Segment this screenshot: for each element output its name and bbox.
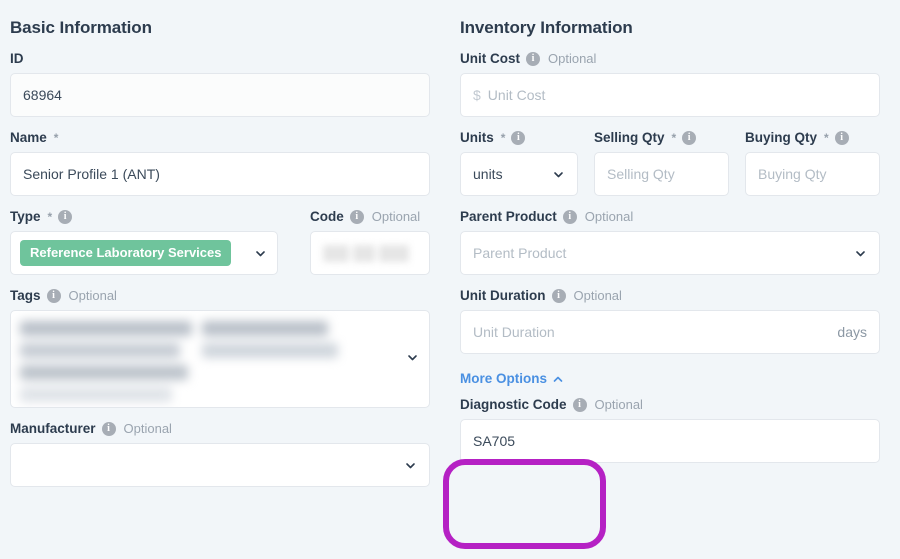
- label-selling-qty: Selling Qty * i: [594, 130, 729, 146]
- label-code-text: Code: [310, 209, 344, 224]
- buying-qty-placeholder: Buying Qty: [758, 166, 827, 182]
- redacted-content: [20, 319, 406, 402]
- field-id: ID 68964: [10, 51, 430, 117]
- info-icon[interactable]: i: [572, 398, 587, 412]
- field-unit-duration: Unit Duration i Optional Unit Duration d…: [460, 288, 880, 354]
- inventory-information-column: Inventory Information Unit Cost i Option…: [460, 18, 880, 559]
- optional-badge: Optional: [123, 421, 172, 436]
- buying-qty-input[interactable]: Buying Qty: [745, 152, 880, 196]
- unit-duration-suffix: days: [837, 324, 867, 340]
- id-value: 68964: [23, 87, 62, 103]
- code-input[interactable]: [310, 231, 430, 275]
- label-selling-qty-text: Selling Qty: [594, 130, 665, 145]
- redacted-content: [323, 244, 409, 262]
- info-icon[interactable]: i: [349, 210, 364, 224]
- section-title-inventory: Inventory Information: [460, 18, 633, 37]
- type-select[interactable]: Reference Laboratory Services: [10, 231, 278, 275]
- chevron-up-icon: [552, 373, 564, 385]
- label-unit-cost-text: Unit Cost: [460, 51, 520, 66]
- currency-prefix: $: [473, 87, 481, 103]
- field-type: Type * i Reference Laboratory Services: [10, 209, 278, 275]
- field-diagnostic-code: Diagnostic Code i Optional SA705: [460, 397, 880, 463]
- parent-product-placeholder: Parent Product: [473, 245, 567, 261]
- label-units: Units * i: [460, 130, 578, 146]
- name-value: Senior Profile 1 (ANT): [23, 166, 160, 182]
- label-tags-text: Tags: [10, 288, 41, 303]
- basic-information-column: Basic Information ID 68964 Name * Senior …: [10, 18, 430, 559]
- id-input[interactable]: 68964: [10, 73, 430, 117]
- label-buying-qty-text: Buying Qty: [745, 130, 818, 145]
- label-unit-cost: Unit Cost i Optional: [460, 51, 880, 67]
- unit-cost-input[interactable]: $ Unit Cost: [460, 73, 880, 117]
- selling-qty-input[interactable]: Selling Qty: [594, 152, 729, 196]
- parent-product-select[interactable]: Parent Product: [460, 231, 880, 275]
- label-diagnostic-code: Diagnostic Code i Optional: [460, 397, 880, 413]
- optional-badge: Optional: [584, 209, 634, 224]
- selling-qty-placeholder: Selling Qty: [607, 166, 675, 182]
- field-name: Name * Senior Profile 1 (ANT): [10, 130, 430, 196]
- type-selected-tag[interactable]: Reference Laboratory Services: [20, 240, 232, 266]
- info-icon[interactable]: i: [46, 289, 61, 303]
- label-name: Name *: [10, 130, 59, 145]
- info-icon[interactable]: i: [101, 422, 116, 436]
- info-icon[interactable]: i: [682, 131, 697, 145]
- field-units: Units * i units: [460, 130, 578, 196]
- label-parent-product-text: Parent Product: [460, 209, 557, 224]
- name-input[interactable]: Senior Profile 1 (ANT): [10, 152, 430, 196]
- units-select[interactable]: units: [460, 152, 578, 196]
- label-id: ID: [10, 51, 430, 67]
- optional-badge: Optional: [548, 51, 597, 66]
- unit-duration-placeholder: Unit Duration: [473, 324, 555, 340]
- diagnostic-code-input[interactable]: SA705: [460, 419, 880, 463]
- field-tags: Tags i Optional: [10, 288, 430, 408]
- optional-badge: Optional: [594, 397, 643, 412]
- unit-cost-placeholder: Unit Cost: [487, 87, 546, 103]
- label-tags: Tags i Optional: [10, 288, 430, 304]
- label-unit-duration: Unit Duration i Optional: [460, 288, 880, 304]
- optional-badge: Optional: [371, 209, 421, 224]
- label-type: Type * i: [10, 209, 278, 225]
- chevron-down-icon[interactable]: [254, 247, 267, 260]
- type-code-row: Type * i Reference Laboratory Services Co…: [10, 209, 430, 275]
- label-unit-duration-text: Unit Duration: [460, 288, 546, 303]
- field-parent-product: Parent Product i Optional Parent Product: [460, 209, 880, 275]
- info-icon[interactable]: i: [562, 210, 577, 224]
- page-title: Basic Information: [10, 18, 152, 37]
- units-value: units: [473, 166, 503, 182]
- field-unit-cost: Unit Cost i Optional $ Unit Cost: [460, 51, 880, 117]
- label-manufacturer-text: Manufacturer: [10, 421, 96, 436]
- diagnostic-code-value: SA705: [473, 433, 516, 449]
- optional-badge: Optional: [68, 288, 117, 303]
- info-icon[interactable]: i: [551, 289, 566, 303]
- label-manufacturer: Manufacturer i Optional: [10, 421, 430, 437]
- field-selling-qty: Selling Qty * i Selling Qty: [594, 130, 729, 196]
- label-units-text: Units: [460, 130, 494, 145]
- chevron-down-icon[interactable]: [406, 351, 419, 364]
- info-icon[interactable]: i: [58, 210, 73, 224]
- info-icon[interactable]: i: [511, 131, 526, 145]
- more-options-toggle[interactable]: More Options: [460, 371, 564, 386]
- chevron-down-icon[interactable]: [552, 168, 565, 181]
- field-buying-qty: Buying Qty * i Buying Qty: [745, 130, 880, 196]
- unit-duration-input[interactable]: Unit Duration days: [460, 310, 880, 354]
- chevron-down-icon[interactable]: [404, 459, 417, 472]
- manufacturer-select[interactable]: [10, 443, 430, 487]
- label-parent-product: Parent Product i Optional: [460, 209, 880, 225]
- label-code: Code i Optional: [310, 209, 430, 225]
- label-type-text: Type: [10, 209, 41, 224]
- quantity-row: Units * i units Selling Qty * i Selling Qt…: [460, 130, 880, 196]
- field-code: Code i Optional: [310, 209, 430, 275]
- optional-badge: Optional: [573, 288, 622, 303]
- label-buying-qty: Buying Qty * i: [745, 130, 880, 146]
- chevron-down-icon[interactable]: [854, 247, 867, 260]
- info-icon[interactable]: i: [834, 131, 849, 145]
- field-manufacturer: Manufacturer i Optional: [10, 421, 430, 487]
- label-name-text: Name: [10, 130, 47, 145]
- label-diagnostic-code-text: Diagnostic Code: [460, 397, 567, 412]
- tags-select[interactable]: [10, 310, 430, 408]
- more-options-label: More Options: [460, 371, 547, 386]
- info-icon[interactable]: i: [526, 52, 540, 66]
- label-id-text: ID: [10, 51, 24, 66]
